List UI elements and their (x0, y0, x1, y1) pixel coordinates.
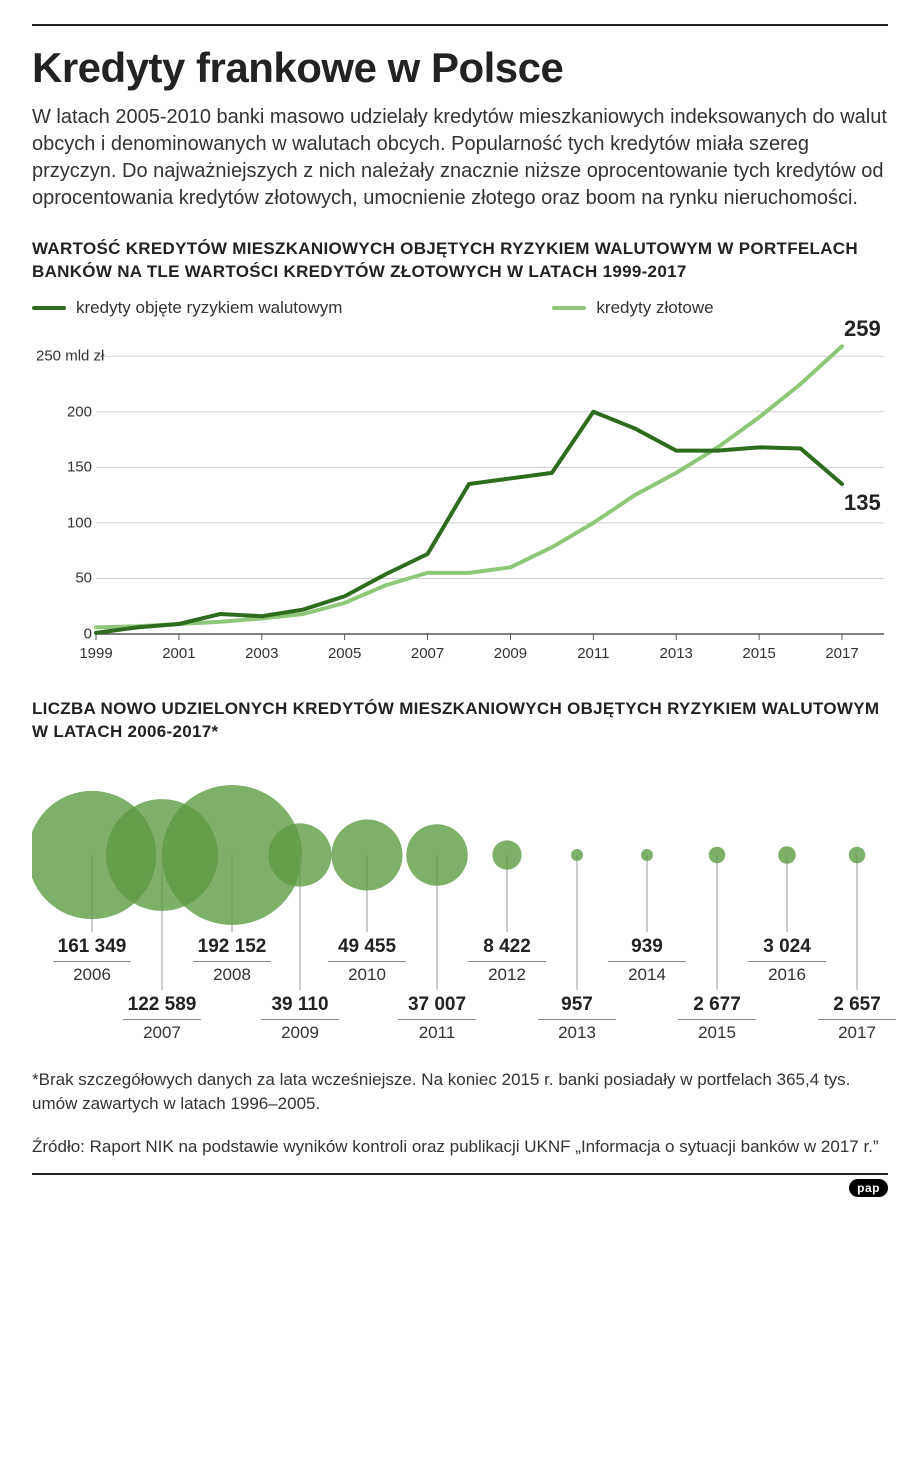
bubble-year: 2012 (447, 965, 567, 985)
bubble-value: 37 007 (398, 994, 476, 1020)
bubble-year: 2009 (240, 1023, 360, 1043)
bubble-year: 2008 (172, 965, 292, 985)
svg-text:2015: 2015 (742, 645, 775, 662)
bubble-label: 122 589 2007 (102, 994, 222, 1043)
legend-label-fx: kredyty objęte ryzykiem walutowym (76, 298, 342, 318)
bubble-year: 2006 (32, 965, 152, 985)
end-label-fx: 135 (844, 490, 881, 516)
bubble-chart: 161 349 2006 122 589 2007 192 152 2008 39 110 2… (32, 760, 888, 1060)
bubble-value: 2 677 (678, 994, 756, 1020)
line-chart-heading: WARTOŚĆ KREDYTÓW MIESZKANIOWYCH OBJĘTYCH… (32, 238, 888, 284)
bubble-label: 2 657 2017 (797, 994, 917, 1043)
svg-text:2011: 2011 (577, 645, 609, 662)
bubble-value: 192 152 (193, 936, 271, 962)
bottom-rule: pap (32, 1173, 888, 1197)
bubble-year: 2017 (797, 1023, 917, 1043)
bubble-value: 939 (608, 936, 686, 962)
svg-text:2001: 2001 (162, 645, 195, 662)
page-title: Kredyty frankowe w Polsce (32, 44, 888, 92)
bubble-value: 49 455 (328, 936, 406, 962)
source-text: Źródło: Raport NIK na podstawie wyników … (32, 1135, 888, 1159)
bubble-label: 957 2013 (517, 994, 637, 1043)
bubble-value: 8 422 (468, 936, 546, 962)
line-chart-legend: kredyty objęte ryzykiem walutowym kredyt… (32, 298, 888, 318)
top-rule (32, 24, 888, 26)
legend-item-fx: kredyty objęte ryzykiem walutowym (32, 298, 342, 318)
bubble-year: 2010 (307, 965, 427, 985)
bubble-value: 122 589 (123, 994, 201, 1020)
end-label-pln: 259 (844, 316, 881, 342)
svg-text:2005: 2005 (328, 645, 361, 662)
y-tick-label: 200 (67, 403, 92, 420)
line-chart: 1999 2001 2003 2005 2007 2009 2011 2013 2015 2017… (32, 328, 888, 668)
y-tick-label: 100 (67, 514, 92, 531)
bubble-label: 49 455 2010 (307, 936, 427, 985)
bubble-label: 192 152 2008 (172, 936, 292, 985)
bubble-label: 161 349 2006 (32, 936, 152, 985)
intro-text: W latach 2005-2010 banki masowo udzielał… (32, 104, 888, 212)
svg-text:2003: 2003 (245, 645, 278, 662)
bubble-chart-heading: LICZBA NOWO UDZIELONYCH KREDYTÓW MIESZKA… (32, 698, 888, 744)
bubble-value: 3 024 (748, 936, 826, 962)
bubble-label: 37 007 2011 (377, 994, 497, 1043)
y-tick-label: 0 (84, 625, 92, 642)
footnote: *Brak szczegółowych danych za lata wcześ… (32, 1068, 888, 1116)
line-chart-svg: 1999 2001 2003 2005 2007 2009 2011 2013 2015 2017 (32, 328, 888, 664)
svg-text:2007: 2007 (411, 645, 444, 662)
bubble-label: 39 110 2009 (240, 994, 360, 1043)
legend-swatch-pln (552, 306, 586, 310)
svg-text:2013: 2013 (660, 645, 693, 662)
y-unit-label: 250 mld zł (36, 348, 104, 365)
y-tick-label: 50 (75, 570, 92, 587)
bubble-year: 2016 (727, 965, 847, 985)
legend-swatch-fx (32, 306, 66, 310)
bubble-value: 957 (538, 994, 616, 1020)
bubble-label: 8 422 2012 (447, 936, 567, 985)
bubble-year: 2013 (517, 1023, 637, 1043)
svg-text:2009: 2009 (494, 645, 527, 662)
bubble-year: 2011 (377, 1023, 497, 1043)
bubble-year: 2015 (657, 1023, 777, 1043)
bubble-label: 939 2014 (587, 936, 707, 985)
legend-label-pln: kredyty złotowe (596, 298, 713, 318)
legend-item-pln: kredyty złotowe (552, 298, 713, 318)
bubble-label: 2 677 2015 (657, 994, 777, 1043)
pap-badge: pap (849, 1179, 888, 1197)
bubble-year: 2014 (587, 965, 707, 985)
svg-text:2017: 2017 (825, 645, 858, 662)
y-tick-label: 150 (67, 459, 92, 476)
bubble-year: 2007 (102, 1023, 222, 1043)
bubble-value: 2 657 (818, 994, 896, 1020)
svg-text:1999: 1999 (79, 645, 112, 662)
bubble-value: 161 349 (53, 936, 131, 962)
bubble-label: 3 024 2016 (727, 936, 847, 985)
bubble-value: 39 110 (261, 994, 339, 1020)
